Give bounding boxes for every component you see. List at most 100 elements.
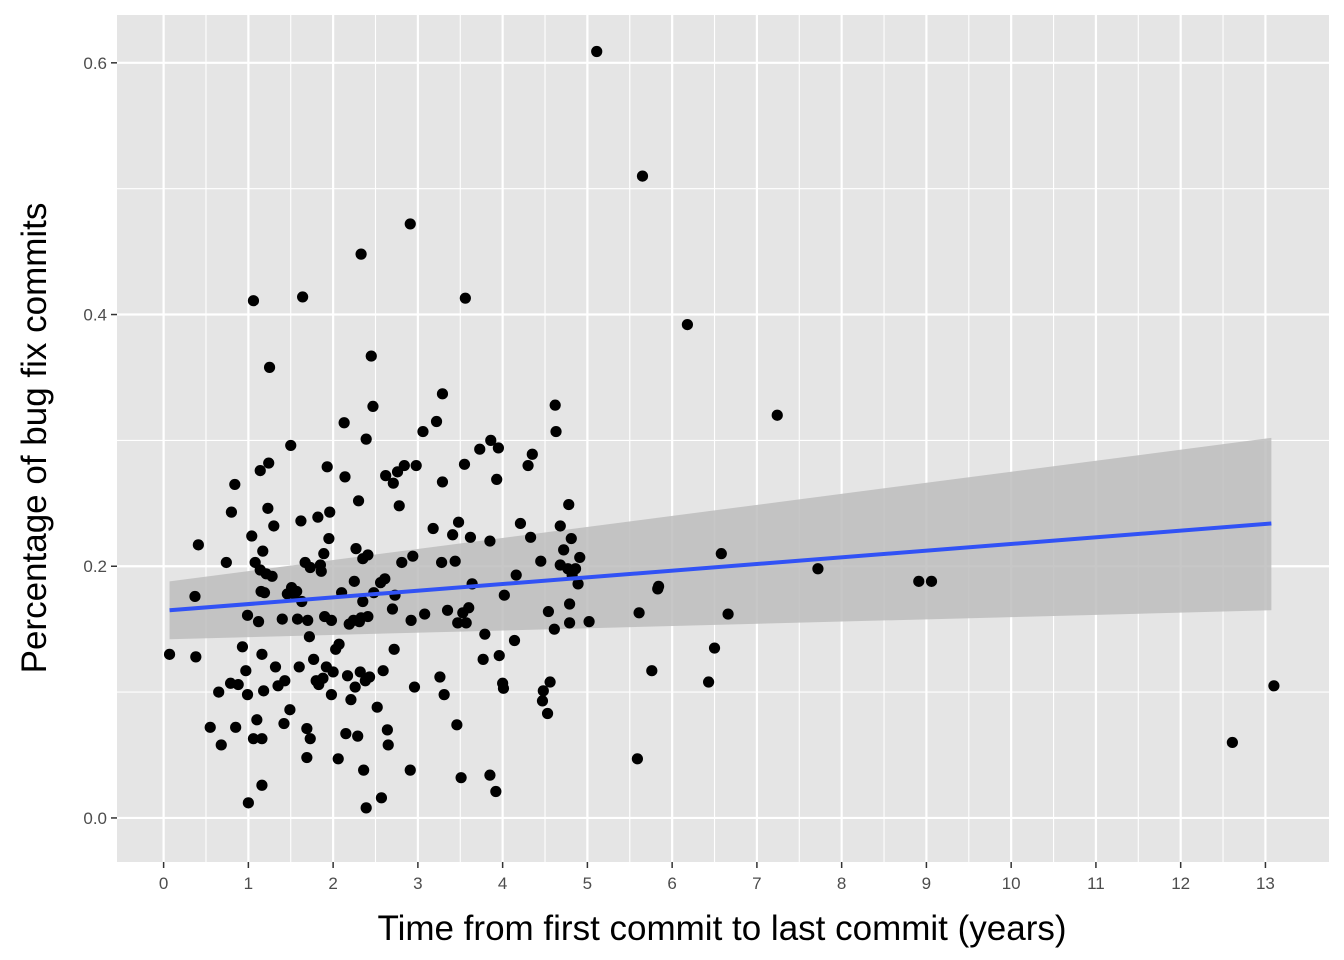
- data-point: [304, 733, 316, 745]
- data-point: [541, 707, 554, 720]
- data-point: [262, 502, 274, 514]
- x-tick-label: 2: [328, 874, 337, 893]
- data-point: [192, 539, 204, 551]
- data-point: [633, 607, 645, 619]
- data-point: [363, 671, 376, 683]
- data-point: [257, 545, 269, 557]
- data-point: [251, 714, 263, 726]
- data-point: [240, 665, 252, 677]
- data-point: [297, 291, 309, 303]
- data-point: [436, 556, 448, 569]
- minor-gridlines: [117, 15, 1329, 862]
- data-point: [230, 721, 242, 733]
- data-point: [452, 516, 465, 528]
- data-point: [574, 551, 586, 564]
- data-point: [340, 728, 352, 740]
- data-point: [163, 648, 176, 660]
- data-point: [349, 681, 361, 693]
- data-point: [348, 575, 360, 587]
- data-point: [458, 458, 471, 470]
- data-point: [459, 292, 471, 304]
- data-point: [360, 802, 372, 814]
- data-point: [410, 459, 422, 472]
- data-point: [708, 642, 721, 654]
- data-point: [229, 478, 241, 491]
- x-tick-label: 8: [837, 874, 846, 893]
- fit-line-layer: [169, 521, 1272, 613]
- x-tick-label: 10: [1002, 874, 1021, 893]
- data-point: [352, 495, 365, 507]
- data-point: [544, 676, 556, 688]
- data-point: [268, 520, 280, 532]
- data-point: [498, 589, 510, 601]
- data-point: [548, 623, 560, 635]
- data-point: [563, 617, 576, 629]
- y-tick-label: 0.6: [83, 54, 107, 73]
- data-point: [382, 739, 394, 751]
- data-point: [379, 573, 391, 585]
- data-point: [241, 689, 254, 701]
- data-point: [463, 602, 475, 614]
- data-point: [291, 613, 304, 625]
- data-point: [213, 686, 225, 698]
- data-point: [563, 598, 576, 610]
- data-point: [405, 614, 417, 626]
- plot-panel: [117, 15, 1329, 862]
- data-point: [318, 548, 330, 560]
- data-point: [189, 590, 201, 603]
- x-tick-label: 0: [159, 874, 168, 893]
- data-point: [341, 670, 354, 682]
- data-point: [315, 565, 327, 577]
- data-point: [549, 399, 561, 411]
- data-point: [572, 578, 584, 590]
- data-point: [491, 473, 503, 486]
- points-layer: [163, 45, 1280, 814]
- data-point: [291, 585, 303, 598]
- data-point: [360, 433, 372, 445]
- data-point: [352, 730, 364, 742]
- data-point: [522, 459, 534, 472]
- x-tick-label: 11: [1087, 874, 1105, 893]
- data-point: [407, 550, 419, 562]
- data-point: [434, 671, 446, 683]
- data-point: [558, 544, 570, 556]
- data-point: [339, 471, 351, 483]
- data-point: [256, 779, 268, 791]
- data-point: [247, 733, 260, 745]
- data-point: [510, 569, 522, 581]
- data-point: [308, 653, 320, 665]
- y-tick-label: 0.4: [83, 306, 107, 325]
- data-point: [497, 682, 510, 694]
- data-point: [419, 608, 431, 620]
- data-point: [455, 772, 467, 784]
- data-point: [396, 556, 408, 569]
- x-tick-label: 4: [498, 874, 507, 893]
- data-point: [302, 614, 314, 626]
- data-point: [452, 617, 464, 629]
- data-point: [646, 665, 658, 677]
- x-tick-label: 13: [1256, 874, 1275, 893]
- data-point: [722, 608, 734, 620]
- data-point: [913, 575, 925, 587]
- data-point: [925, 575, 938, 587]
- x-tick-label: 3: [413, 874, 422, 893]
- data-point: [345, 694, 357, 706]
- data-point: [220, 556, 232, 569]
- data-point: [550, 425, 562, 438]
- data-point: [380, 470, 392, 482]
- data-point: [242, 797, 254, 809]
- data-point: [387, 477, 399, 489]
- data-point: [417, 425, 429, 438]
- data-point: [254, 464, 266, 477]
- data-point: [493, 649, 505, 662]
- data-point: [371, 701, 383, 713]
- data-point: [225, 506, 238, 518]
- data-point: [241, 609, 254, 621]
- data-point: [367, 400, 379, 413]
- data-point: [365, 350, 377, 362]
- data-point: [263, 457, 275, 469]
- data-point: [490, 785, 502, 798]
- data-point: [293, 661, 305, 673]
- data-point: [258, 685, 270, 697]
